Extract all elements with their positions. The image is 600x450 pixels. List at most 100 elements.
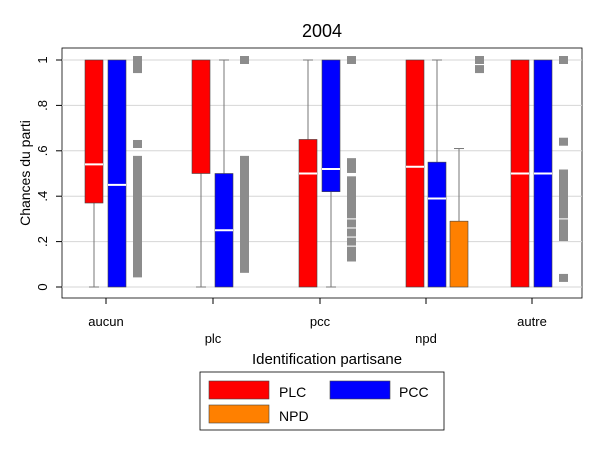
box-iqr <box>298 139 318 288</box>
group-plc <box>191 56 249 288</box>
box-npd <box>449 148 469 288</box>
legend-label: NPD <box>279 408 309 424</box>
outlier-point <box>559 56 568 64</box>
outlier-point <box>240 201 249 210</box>
legend-swatch <box>208 380 270 400</box>
outlier-point <box>240 228 249 237</box>
outlier-point <box>347 228 356 237</box>
outlier-point <box>133 201 142 210</box>
outlier-point <box>133 237 142 246</box>
box-pcc <box>533 59 553 288</box>
outlier-point <box>475 56 484 64</box>
outlier-point <box>347 56 356 64</box>
x-tick-label: pcc <box>310 314 331 329</box>
group-aucun <box>84 56 142 288</box>
outlier-point <box>559 226 568 235</box>
outlier-point <box>347 196 356 205</box>
legend-swatch <box>208 404 270 424</box>
outlier-point <box>133 139 142 148</box>
outlier-point <box>133 219 142 228</box>
outlier-point <box>240 223 249 232</box>
outlier-point <box>475 65 484 74</box>
outlier-point <box>240 264 249 273</box>
box-iqr <box>84 59 104 204</box>
outlier-point <box>240 219 249 228</box>
outlier-point <box>240 214 249 223</box>
x-tick-label: plc <box>205 331 222 346</box>
outlier-point <box>133 233 142 242</box>
box-iqr <box>449 220 469 288</box>
outlier-point <box>133 228 142 237</box>
outlier-point <box>240 244 249 253</box>
outlier-point <box>347 253 356 262</box>
outliers <box>347 56 356 262</box>
legend-item-npd: NPD <box>208 404 309 424</box>
y-tick-label: 0 <box>35 283 50 290</box>
outlier-point <box>240 169 249 178</box>
outlier-point <box>240 210 249 219</box>
outlier-point <box>559 219 568 228</box>
outlier-point <box>240 56 249 64</box>
box-plc <box>191 59 211 288</box>
y-axis-label: Chances du parti <box>17 120 33 226</box>
outlier-point <box>559 137 568 146</box>
outlier-point <box>240 196 249 205</box>
outlier-point <box>347 183 356 192</box>
outlier-point <box>240 205 249 214</box>
box-pcc <box>214 59 234 288</box>
box-plc <box>405 59 425 288</box>
y-axis: 0 .2 .4 .6 .8 1 <box>35 56 62 291</box>
outlier-point <box>133 183 142 192</box>
outlier-point <box>559 273 568 282</box>
x-tick-label: npd <box>415 331 437 346</box>
outlier-point <box>240 251 249 260</box>
x-tick-label: autre <box>517 314 547 329</box>
legend-swatch <box>329 380 391 400</box>
outliers <box>475 56 484 74</box>
outlier-point <box>133 192 142 201</box>
outlier-point <box>133 65 142 74</box>
box-iqr <box>191 59 211 174</box>
outlier-point <box>133 56 142 64</box>
y-tick-label: .2 <box>35 236 50 247</box>
outlier-point <box>133 164 142 173</box>
box-pcc <box>321 59 341 288</box>
outliers <box>133 56 142 278</box>
y-tick-label: .4 <box>35 191 50 202</box>
y-tick-label: .8 <box>35 100 50 111</box>
outlier-point <box>347 246 356 255</box>
outlier-point <box>133 155 142 164</box>
outlier-point <box>133 210 142 219</box>
group-npd <box>405 56 484 288</box>
outlier-point <box>133 269 142 278</box>
outlier-point <box>347 210 356 219</box>
group-autre <box>510 56 568 288</box>
box-pcc <box>427 59 447 288</box>
box-plc <box>84 59 104 288</box>
outlier-point <box>240 155 249 164</box>
outlier-point <box>347 158 356 167</box>
outlier-point <box>559 196 568 205</box>
outlier-point <box>559 233 568 242</box>
box-layer <box>84 56 568 288</box>
legend-item-plc: PLC <box>208 380 306 400</box>
outlier-point <box>133 60 142 69</box>
legend-label: PLC <box>279 384 306 400</box>
box-pcc <box>107 59 127 288</box>
outlier-point <box>133 223 142 232</box>
outlier-point <box>133 178 142 187</box>
x-axis: aucun plc pcc npd autre <box>88 298 547 346</box>
y-tick-label: .6 <box>35 145 50 156</box>
box-iqr <box>405 59 425 288</box>
box-iqr <box>107 59 127 288</box>
outlier-point <box>347 219 356 228</box>
box-plc <box>510 59 530 288</box>
outlier-point <box>347 189 356 198</box>
outlier-point <box>133 214 142 223</box>
group-pcc <box>298 56 356 288</box>
outlier-point <box>133 248 142 257</box>
outlier-point <box>133 242 142 251</box>
x-tick-label: aucun <box>88 314 123 329</box>
outliers <box>240 56 249 273</box>
